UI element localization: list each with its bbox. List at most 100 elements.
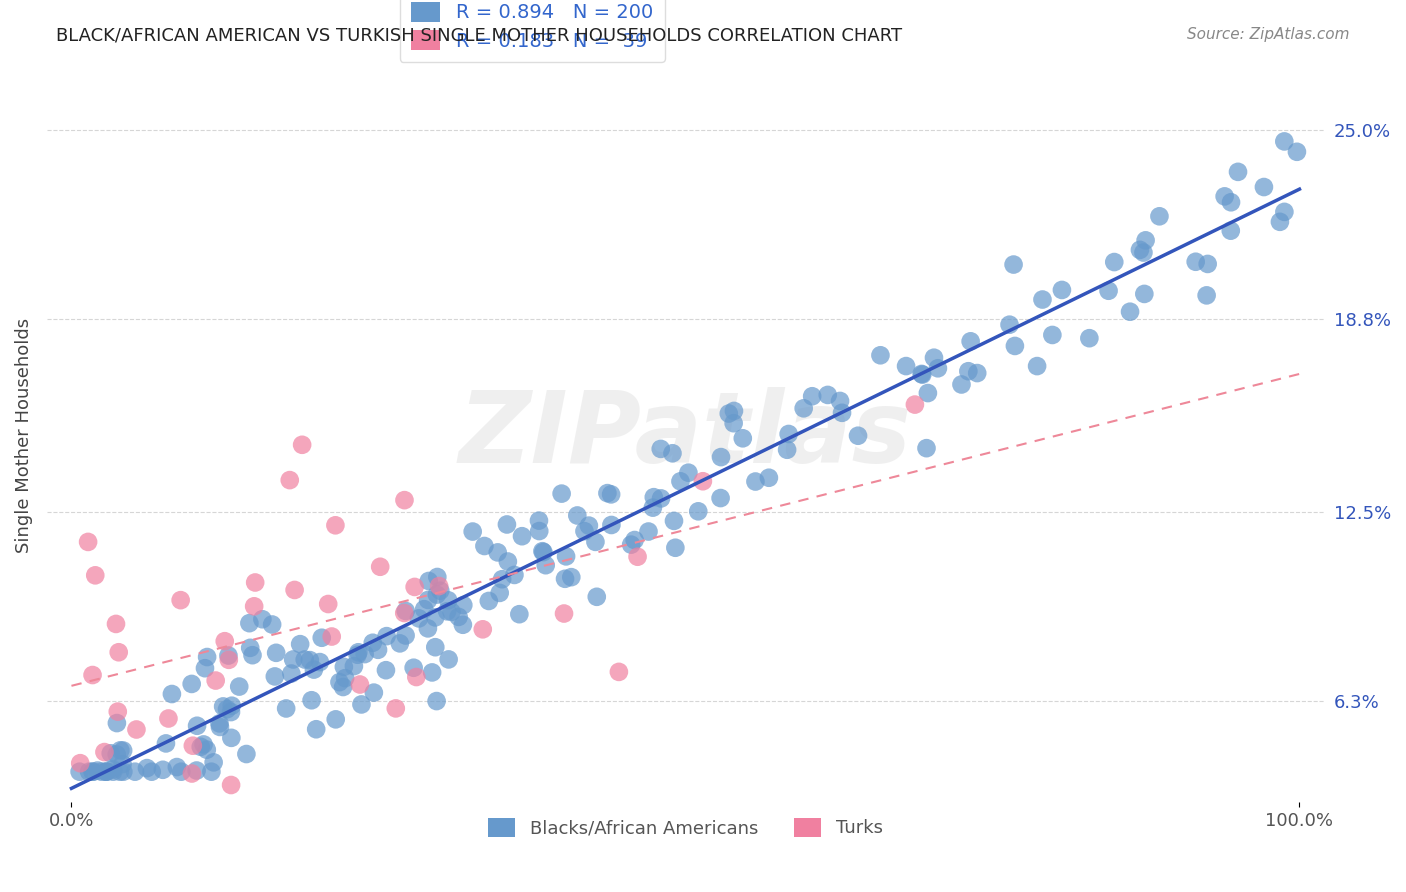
- Blacks/African Americans: [186, 719, 208, 733]
- Blacks/African Americans: [776, 442, 799, 457]
- Blacks/African Americans: [86, 764, 108, 778]
- Blacks/African Americans: [375, 629, 398, 643]
- Blacks/African Americans: [394, 628, 416, 642]
- Turks: [107, 645, 129, 659]
- Blacks/African Americans: [915, 441, 938, 455]
- Blacks/African Americans: [527, 514, 550, 528]
- Blacks/African Americans: [402, 661, 425, 675]
- Blacks/African Americans: [166, 760, 188, 774]
- Blacks/African Americans: [600, 518, 623, 533]
- Turks: [384, 701, 406, 715]
- Blacks/African Americans: [1133, 287, 1156, 301]
- Blacks/African Americans: [550, 486, 572, 500]
- Blacks/African Americans: [817, 388, 839, 402]
- Blacks/African Americans: [426, 694, 449, 708]
- Blacks/African Americans: [529, 524, 551, 538]
- Blacks/African Americans: [662, 514, 685, 528]
- Blacks/African Americans: [531, 545, 554, 559]
- Blacks/African Americans: [966, 366, 988, 380]
- Blacks/African Americans: [1197, 257, 1219, 271]
- Blacks/African Americans: [217, 648, 239, 663]
- Blacks/African Americans: [353, 647, 375, 661]
- Turks: [325, 518, 347, 533]
- Blacks/African Americans: [959, 334, 981, 349]
- Blacks/African Americans: [301, 693, 323, 707]
- Blacks/African Americans: [363, 685, 385, 699]
- Blacks/African Americans: [1253, 180, 1275, 194]
- Blacks/African Americans: [77, 764, 100, 779]
- Blacks/African Americans: [620, 538, 643, 552]
- Blacks/African Americans: [486, 545, 509, 559]
- Blacks/African Americans: [361, 636, 384, 650]
- Blacks/African Americans: [600, 487, 623, 501]
- Turks: [278, 473, 301, 487]
- Blacks/African Americans: [731, 431, 754, 445]
- Blacks/African Americans: [239, 640, 262, 655]
- Turks: [427, 579, 450, 593]
- Blacks/African Americans: [202, 756, 225, 770]
- Blacks/African Americans: [194, 661, 217, 675]
- Blacks/African Americans: [108, 764, 131, 779]
- Blacks/African Americans: [208, 720, 231, 734]
- Blacks/African Americans: [311, 631, 333, 645]
- Blacks/African Americans: [101, 763, 124, 777]
- Legend: Blacks/African Americans, Turks: Blacks/African Americans, Turks: [481, 811, 890, 845]
- Blacks/African Americans: [416, 621, 439, 635]
- Blacks/African Americans: [508, 607, 530, 622]
- Blacks/African Americans: [426, 570, 449, 584]
- Blacks/African Americans: [453, 598, 475, 612]
- Turks: [243, 575, 266, 590]
- Blacks/African Americans: [927, 361, 949, 376]
- Turks: [394, 493, 416, 508]
- Blacks/African Americans: [534, 558, 557, 573]
- Blacks/African Americans: [596, 486, 619, 500]
- Blacks/African Americans: [1268, 215, 1291, 229]
- Blacks/African Americans: [1119, 304, 1142, 318]
- Blacks/African Americans: [141, 764, 163, 779]
- Blacks/African Americans: [744, 475, 766, 489]
- Blacks/African Americans: [1184, 254, 1206, 268]
- Blacks/African Americans: [94, 764, 117, 779]
- Blacks/African Americans: [723, 416, 745, 430]
- Turks: [218, 653, 240, 667]
- Blacks/African Americans: [664, 541, 686, 555]
- Blacks/African Americans: [793, 401, 815, 416]
- Blacks/African Americans: [474, 539, 496, 553]
- Blacks/African Americans: [280, 666, 302, 681]
- Text: ZIPatlas: ZIPatlas: [458, 387, 912, 483]
- Blacks/African Americans: [1219, 224, 1241, 238]
- Blacks/African Americans: [228, 680, 250, 694]
- Blacks/African Americans: [413, 602, 436, 616]
- Blacks/African Americans: [94, 764, 117, 779]
- Turks: [214, 634, 236, 648]
- Blacks/African Americans: [531, 544, 554, 558]
- Blacks/African Americans: [328, 675, 350, 690]
- Blacks/African Americans: [298, 653, 321, 667]
- Blacks/African Americans: [554, 572, 576, 586]
- Blacks/African Americans: [828, 394, 851, 409]
- Blacks/African Americans: [90, 764, 112, 779]
- Blacks/African Americans: [425, 640, 447, 655]
- Turks: [84, 568, 107, 582]
- Blacks/African Americans: [1097, 284, 1119, 298]
- Turks: [904, 398, 927, 412]
- Blacks/African Americans: [212, 699, 235, 714]
- Blacks/African Americans: [152, 763, 174, 777]
- Turks: [125, 723, 148, 737]
- Blacks/African Americans: [264, 646, 287, 660]
- Blacks/African Americans: [221, 731, 243, 745]
- Blacks/African Americans: [1129, 243, 1152, 257]
- Blacks/African Americans: [346, 648, 368, 662]
- Blacks/African Americans: [440, 605, 463, 619]
- Blacks/African Americans: [710, 491, 733, 505]
- Blacks/African Americans: [461, 524, 484, 539]
- Turks: [69, 756, 91, 771]
- Blacks/African Americans: [661, 446, 683, 460]
- Blacks/African Americans: [208, 716, 231, 731]
- Blacks/African Americans: [778, 427, 800, 442]
- Blacks/African Americans: [96, 764, 118, 779]
- Blacks/African Americans: [1050, 283, 1073, 297]
- Blacks/African Americans: [637, 524, 659, 539]
- Blacks/African Americans: [950, 377, 973, 392]
- Blacks/African Americans: [1004, 339, 1026, 353]
